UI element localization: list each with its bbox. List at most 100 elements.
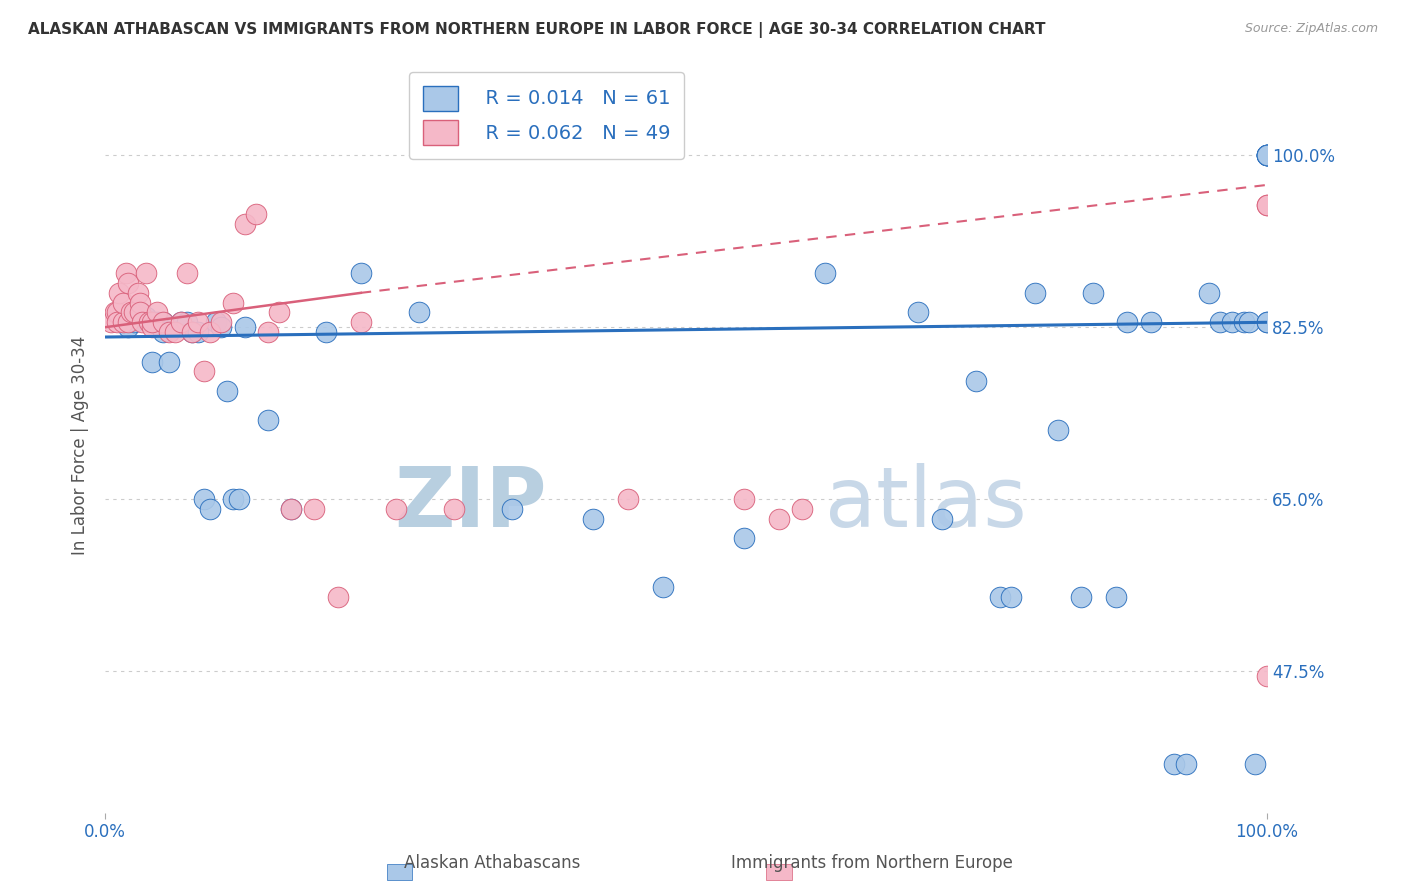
Point — [1105, 590, 1128, 604]
Point — [204, 315, 226, 329]
Point — [1256, 148, 1278, 162]
Point — [129, 305, 152, 319]
Point — [111, 295, 134, 310]
Point — [245, 207, 267, 221]
Point — [111, 315, 134, 329]
Point — [209, 315, 232, 329]
Point — [157, 354, 180, 368]
Legend:   R = 0.014   N = 61,   R = 0.062   N = 49: R = 0.014 N = 61, R = 0.062 N = 49 — [409, 72, 685, 159]
Point — [198, 325, 221, 339]
Point — [193, 364, 215, 378]
Point — [187, 315, 209, 329]
Point — [1256, 148, 1278, 162]
Point — [1256, 197, 1278, 211]
Point — [163, 320, 186, 334]
Y-axis label: In Labor Force | Age 30-34: In Labor Force | Age 30-34 — [72, 335, 89, 555]
Point — [120, 305, 142, 319]
Point — [129, 295, 152, 310]
Point — [931, 511, 953, 525]
Point — [141, 315, 163, 329]
Point — [117, 315, 139, 329]
Point — [1046, 423, 1069, 437]
Point — [198, 501, 221, 516]
Point — [233, 320, 256, 334]
Point — [304, 501, 326, 516]
Point — [141, 354, 163, 368]
Point — [100, 315, 122, 329]
Point — [152, 315, 174, 329]
Point — [1256, 197, 1278, 211]
Point — [117, 276, 139, 290]
Point — [193, 491, 215, 506]
Point — [209, 320, 232, 334]
Text: ALASKAN ATHABASCAN VS IMMIGRANTS FROM NORTHERN EUROPE IN LABOR FORCE | AGE 30-34: ALASKAN ATHABASCAN VS IMMIGRANTS FROM NO… — [28, 22, 1046, 38]
Point — [1209, 315, 1232, 329]
Point — [269, 305, 291, 319]
Point — [146, 315, 169, 329]
Point — [181, 325, 204, 339]
Point — [228, 491, 250, 506]
Text: Immigrants from Northern Europe: Immigrants from Northern Europe — [731, 855, 1012, 872]
Point — [187, 325, 209, 339]
Point — [1198, 285, 1220, 300]
Point — [117, 320, 139, 334]
Text: Source: ZipAtlas.com: Source: ZipAtlas.com — [1244, 22, 1378, 36]
Point — [501, 501, 523, 516]
Point — [122, 305, 145, 319]
Point — [1244, 756, 1267, 771]
Point — [384, 501, 406, 516]
Point — [138, 315, 160, 329]
Point — [146, 305, 169, 319]
Point — [1024, 285, 1046, 300]
Point — [103, 305, 125, 319]
Point — [163, 325, 186, 339]
Point — [1000, 590, 1022, 604]
Point — [1256, 148, 1278, 162]
Point — [257, 325, 280, 339]
Point — [257, 413, 280, 427]
Point — [176, 266, 198, 280]
Point — [222, 295, 245, 310]
Point — [115, 266, 138, 280]
Point — [350, 315, 373, 329]
Point — [814, 266, 837, 280]
Point — [105, 305, 128, 319]
Point — [350, 266, 373, 280]
Point — [1220, 315, 1243, 329]
Point — [443, 501, 465, 516]
Point — [1256, 315, 1278, 329]
Point — [1256, 148, 1278, 162]
Point — [181, 325, 204, 339]
Point — [315, 325, 337, 339]
Point — [733, 531, 755, 545]
Point — [582, 511, 605, 525]
Point — [280, 501, 302, 516]
Point — [1239, 315, 1261, 329]
Point — [408, 305, 430, 319]
Point — [1139, 315, 1161, 329]
Point — [651, 580, 673, 594]
Point — [141, 315, 163, 329]
Point — [135, 266, 157, 280]
Point — [152, 315, 174, 329]
Point — [1233, 315, 1256, 329]
Point — [768, 511, 790, 525]
Text: atlas: atlas — [825, 463, 1028, 544]
Point — [617, 491, 640, 506]
Point — [280, 501, 302, 516]
Point — [222, 491, 245, 506]
Point — [217, 384, 239, 398]
Point — [170, 315, 193, 329]
Point — [131, 315, 153, 329]
Point — [129, 305, 152, 319]
Point — [122, 315, 145, 329]
Point — [1070, 590, 1092, 604]
Point — [170, 315, 193, 329]
Point — [1256, 315, 1278, 329]
Point — [1256, 668, 1278, 682]
Point — [135, 310, 157, 325]
Point — [1256, 148, 1278, 162]
Point — [907, 305, 929, 319]
Point — [108, 285, 131, 300]
Point — [141, 320, 163, 334]
